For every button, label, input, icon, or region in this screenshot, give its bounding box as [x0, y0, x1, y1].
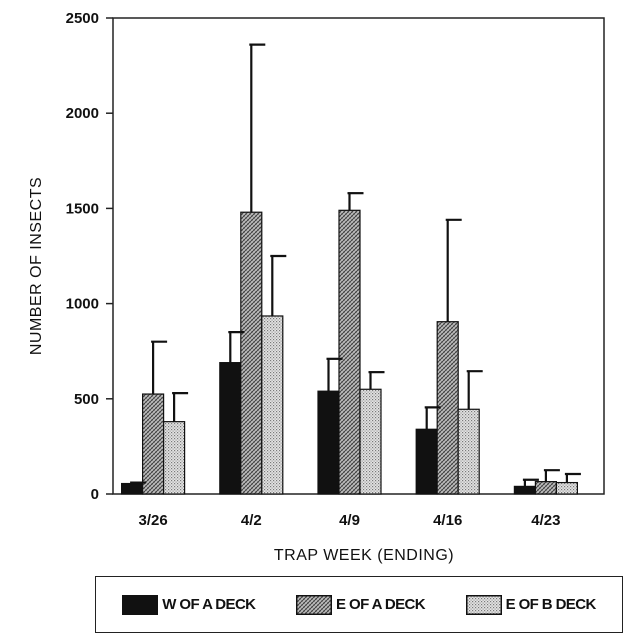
bar	[120, 482, 144, 495]
bar	[142, 393, 165, 495]
y-tick-label: 1000	[66, 296, 99, 313]
bar	[359, 388, 382, 495]
bar	[317, 390, 340, 495]
bar	[457, 408, 480, 495]
bar	[555, 481, 579, 495]
legend-swatch-solid	[122, 594, 159, 615]
y-tick-label: 0	[91, 486, 99, 503]
bar	[240, 211, 263, 495]
y-axis: 0 500 1000 1500 2000 2500	[66, 10, 113, 503]
bar	[534, 481, 558, 495]
legend-label: E OF A DECK	[336, 596, 426, 613]
legend: W OF A DECK E OF A DECK E OF B DECK	[95, 576, 623, 633]
x-tick-label: 4/23	[531, 512, 560, 529]
legend-item-e-of-b-deck: E OF B DECK	[465, 594, 597, 615]
legend-label: W OF A DECK	[162, 596, 256, 613]
x-tick-label: 4/16	[433, 512, 462, 529]
bars	[120, 209, 579, 495]
legend-label: E OF B DECK	[505, 596, 597, 613]
bar	[163, 421, 186, 495]
bar	[415, 428, 438, 495]
bar	[513, 485, 537, 495]
legend-item-w-of-a-deck: W OF A DECK	[122, 594, 256, 615]
x-tick-label: 4/9	[339, 512, 360, 529]
x-tick-label: 4/2	[241, 512, 262, 529]
x-axis-title: TRAP WEEK (ENDING)	[274, 547, 454, 564]
y-tick-label: 2000	[66, 105, 99, 122]
legend-item-e-of-a-deck: E OF A DECK	[296, 594, 426, 615]
x-tick-label: 3/26	[138, 512, 167, 529]
legend-swatch-hatch	[296, 594, 333, 615]
bar	[338, 209, 361, 495]
y-tick-label: 2500	[66, 10, 99, 27]
y-axis-title: NUMBER OF INSECTS	[28, 177, 45, 355]
y-tick-label: 500	[74, 391, 99, 408]
bar	[219, 362, 242, 495]
y-tick-label: 1500	[66, 200, 99, 217]
legend-swatch-dots	[465, 594, 502, 615]
error-bars	[130, 43, 581, 487]
x-axis: 3/26 4/2 4/9 4/16 4/23	[138, 512, 560, 529]
bar	[261, 315, 284, 495]
